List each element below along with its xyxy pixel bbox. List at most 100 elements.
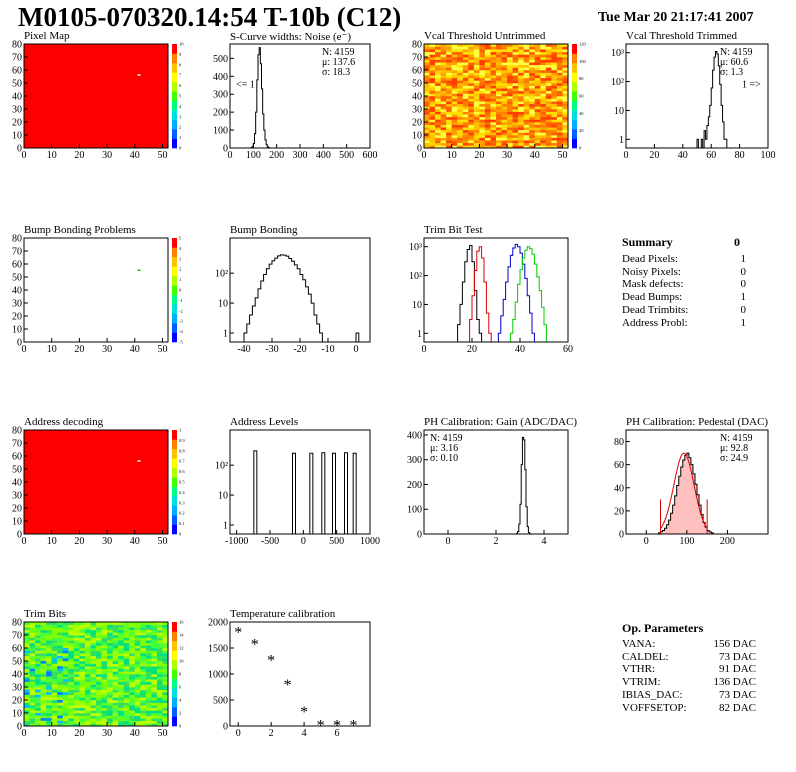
chart-title: Temperature calibration (230, 608, 336, 620)
summary-title: Summary (622, 235, 673, 249)
x-tick-label: 80 (735, 150, 745, 161)
y-tick-label: 80 (12, 618, 22, 629)
histogram-series (497, 243, 535, 342)
param-row: VTRIM: 136 DAC (622, 676, 756, 689)
color-scale-label: -3 (179, 319, 183, 324)
stats-line: μ: 137.6 (322, 57, 355, 68)
y-tick-label: 30 (12, 683, 22, 694)
color-scale-label: 4 (179, 104, 182, 109)
x-tick-label: 40 (678, 150, 688, 161)
chart-title: Vcal Threshold Trimmed (626, 30, 738, 42)
histogram-series (243, 254, 362, 343)
color-scale-label: 80 (579, 76, 584, 81)
stats-line: N: 4159 (430, 433, 463, 444)
color-scale-label: 5 (179, 236, 182, 241)
x-tick-label: 50 (157, 150, 167, 161)
color-scale-label: 0 (179, 146, 182, 151)
x-tick-label: 20 (474, 150, 484, 161)
y-tick-label: 80 (12, 426, 22, 437)
y-tick-label: 40 (12, 92, 22, 103)
x-tick-label: 40 (130, 536, 140, 547)
color-scale-label: 6 (179, 685, 182, 690)
scatter-point: * (251, 636, 259, 653)
summary-panel: Summary 0 Dead Pixels: 1 Noisy Pixels: 0 M… (622, 236, 746, 330)
x-tick-label: 50 (157, 728, 167, 739)
y-tick-label: 20 (12, 504, 22, 515)
y-tick-label: 1500 (208, 644, 228, 655)
param-row: VANA: 156 DAC (622, 638, 756, 651)
op-params-title: Op. Parameters (622, 621, 704, 635)
stats-line: σ: 1.3 (720, 67, 743, 78)
y-tick-label: 50 (412, 79, 422, 90)
y-tick-label: 30 (12, 491, 22, 502)
param-label: VANA: (622, 637, 656, 650)
y-tick-label: 60 (12, 260, 22, 271)
x-tick-label: 6 (335, 728, 340, 739)
x-tick-label: 4 (302, 728, 307, 739)
y-tick-label: 30 (412, 105, 422, 116)
x-tick-label: 0 (446, 536, 451, 547)
plot-frame (23, 237, 169, 343)
param-label: VTHR: (622, 663, 655, 676)
color-scale-label: -2 (179, 308, 183, 313)
y-tick-label: 1 (223, 328, 228, 339)
y-tick-label: 60 (614, 460, 624, 471)
color-scale-label: 0.6 (179, 469, 185, 474)
overflow-annotation: <= 1 (236, 80, 255, 91)
y-tick-label: 60 (412, 66, 422, 77)
color-scale-label: 12 (179, 646, 184, 651)
x-tick-label: 300 (293, 150, 308, 161)
x-tick-label: -20 (293, 344, 306, 355)
param-row: CALDEL: 73 DAC (622, 651, 756, 664)
plot-frame (625, 429, 769, 535)
summary-label: Dead Bumps: (622, 291, 683, 304)
y-tick-label: 20 (12, 696, 22, 707)
summary-label: Address Probl: (622, 316, 688, 329)
summary-row: Dead Trimbits: 0 (622, 304, 746, 317)
y-tick-label: 10² (215, 269, 228, 280)
y-tick-label: 60 (12, 452, 22, 463)
fit-curve (660, 452, 708, 529)
color-scale-label: 1 (179, 135, 181, 140)
y-tick-label: 10² (215, 461, 228, 472)
y-tick-label: 0 (223, 144, 228, 155)
stats-line: μ: 92.8 (720, 443, 748, 454)
color-scale-label: 10 (179, 42, 184, 47)
color-scale-label: 8 (179, 672, 182, 677)
y-tick-label: 10 (218, 491, 228, 502)
color-scale: 0 1 2 3 4 5 6 7 8 9 10 (172, 42, 184, 151)
summary-label: Dead Pixels: (622, 252, 678, 265)
page-date: Tue Mar 20 21:17:41 2007 (598, 10, 754, 25)
y-tick-label: 70 (12, 631, 22, 642)
chart-title: Bump Bonding (230, 224, 298, 236)
chart-title: Pixel Map (24, 30, 70, 42)
color-scale-label: 60 (579, 94, 584, 99)
color-scale-label: 9 (179, 52, 182, 57)
x-tick-label: 10 (47, 728, 57, 739)
param-row: VTHR: 91 DAC (622, 663, 756, 676)
y-tick-label: 100 (407, 505, 422, 516)
y-tick-label: 70 (12, 439, 22, 450)
chart-title: Trim Bit Test (424, 224, 483, 236)
y-tick-label: 500 (213, 54, 228, 65)
color-scale-label: 10 (179, 659, 184, 664)
stats-line: N: 4159 (720, 47, 753, 58)
summary-row: Dead Bumps: 1 (622, 291, 746, 304)
x-tick-label: -30 (265, 344, 278, 355)
x-tick-label: 0 (22, 536, 27, 547)
chart-bump_bonding: -40 -30 -20 -10 0 1 10 10² (215, 237, 371, 355)
page-title: M0105-070320.14:54 T-10b (C12) (18, 2, 402, 32)
summary-value: 0 (740, 265, 747, 278)
param-label: CALDEL: (622, 650, 669, 663)
x-tick-label: 20 (467, 344, 477, 355)
x-tick-label: 200 (720, 536, 735, 547)
color-scale-label: 0.9 (179, 438, 185, 443)
x-tick-label: 60 (563, 344, 573, 355)
color-scale-label: 4 (179, 698, 182, 703)
plot-frame (229, 237, 371, 343)
